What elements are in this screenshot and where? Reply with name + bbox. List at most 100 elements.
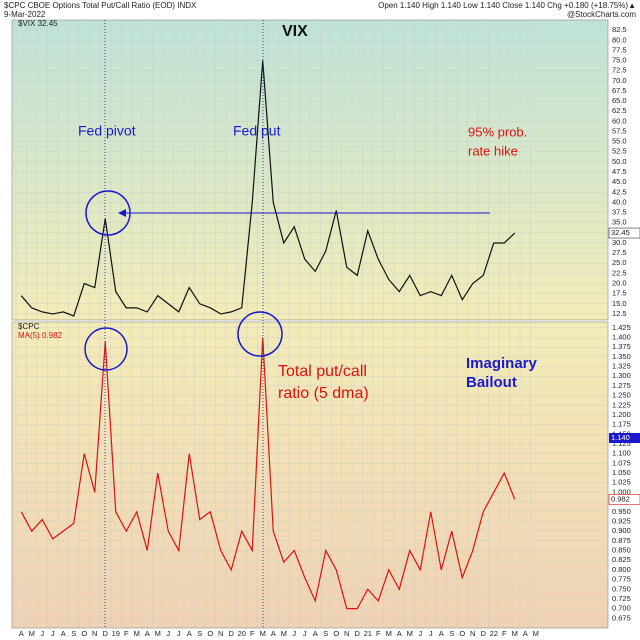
x-tick-label: F [502,629,507,638]
legend: $VIX 32.45 [18,19,58,28]
panel-label: $CPC [18,322,40,331]
series-line [20,60,516,317]
y-tick-label: 1.350 [612,352,631,361]
x-tick-label: J [292,629,296,638]
x-tick-label: 19 [112,629,120,638]
x-tick-label: M [155,629,161,638]
y-tick-label: 25.0 [612,258,627,267]
y-tick-label: 1.425 [612,323,631,332]
x-tick-label: M [386,629,392,638]
value-tag [608,227,640,239]
x-tick-label: M [281,629,287,638]
annotation: Fed pivot [78,123,136,139]
y-tick-label: 47.5 [612,167,627,176]
x-tick-label: D [355,629,361,638]
y-tick-label: 1.175 [612,420,631,429]
y-tick-label: 1.375 [612,342,631,351]
x-tick-label: N [218,629,223,638]
annotation: rate hike [468,143,518,158]
x-tick-label: A [61,629,66,638]
y-tick-label: 35.0 [612,218,627,227]
y-tick-label: 0.875 [612,536,631,545]
annotation: Total put/call [278,363,367,380]
panel-title: VIX [282,23,308,40]
y-tick-label: 75.0 [612,56,627,65]
x-tick-label: 20 [238,629,246,638]
x-tick-label: J [418,629,422,638]
x-tick-label: M [260,629,266,638]
x-tick-label: M [134,629,140,638]
x-tick-label: M [407,629,413,638]
x-tick-label: D [103,629,109,638]
y-tick-label: 1.125 [612,439,631,448]
y-tick-label: 1.300 [612,371,631,380]
y-tick-label: 1.200 [612,410,631,419]
y-tick-label: 70.0 [612,76,627,85]
y-tick-label: 0.775 [612,575,631,584]
y-tick-label: 0.900 [612,526,631,535]
y-tick-label: 0.950 [612,507,631,516]
y-tick-label: 57.5 [612,126,627,135]
x-tick-label: A [187,629,192,638]
y-tick-label: 12.5 [612,309,627,318]
x-tick-label: O [81,629,87,638]
y-tick-label: 15.0 [612,299,627,308]
y-tick-label: 1.250 [612,391,631,400]
arrow-head [118,209,126,217]
value-tag-label: 32.45 [611,228,630,237]
price-tag-label: 1.140 [611,433,630,442]
header-quote: Open 1.140 High 1.140 Low 1.140 Close 1.… [378,1,636,10]
y-tick-label: 1.275 [612,381,631,390]
y-tick-label: 72.5 [612,66,627,75]
legend: MA(5) 0.982 [18,331,63,340]
x-tick-label: O [459,629,465,638]
x-tick-label: D [481,629,487,638]
x-tick-label: J [303,629,307,638]
y-tick-label: 0.925 [612,516,631,525]
x-tick-label: A [145,629,150,638]
y-tick-label: 50.0 [612,157,627,166]
x-tick-label: D [229,629,235,638]
x-tick-label: F [376,629,381,638]
y-tick-label: 60.0 [612,116,627,125]
x-tick-label: J [429,629,433,638]
x-tick-label: S [449,629,454,638]
value-tag [608,494,640,505]
y-tick-label: 27.5 [612,248,627,257]
y-tick-label: 1.025 [612,478,631,487]
y-tick-label: 17.5 [612,289,627,298]
x-tick-label: A [19,629,24,638]
x-tick-label: 21 [364,629,372,638]
series-line [20,337,516,610]
y-tick-label: 37.5 [612,208,627,217]
y-tick-label: 0.675 [612,613,631,622]
x-tick-label: J [177,629,181,638]
y-tick-label: 22.5 [612,268,627,277]
y-tick-label: 1.075 [612,458,631,467]
y-tick-label: 1.400 [612,332,631,341]
x-tick-label: J [51,629,55,638]
y-tick-label: 40.0 [612,197,627,206]
y-tick-label: 1.325 [612,362,631,371]
y-tick-label: 82.5 [612,25,627,34]
y-tick-label: 1.225 [612,400,631,409]
credit: @StockCharts.com [567,10,636,19]
x-tick-label: S [323,629,328,638]
header-title: $CPC CBOE Options Total Put/Call Ratio (… [4,1,197,10]
y-tick-label: 1.100 [612,449,631,458]
x-tick-label: J [166,629,170,638]
x-tick-label: O [207,629,213,638]
y-tick-label: 80.0 [612,35,627,44]
y-tick-label: 45.0 [612,177,627,186]
x-tick-label: A [439,629,444,638]
annotation: Fed put [233,123,281,139]
x-tick-label: A [271,629,276,638]
x-tick-label: O [333,629,339,638]
x-tick-label: N [344,629,349,638]
y-tick-label: 67.5 [612,86,627,95]
y-tick-label: 52.5 [612,147,627,156]
x-tick-label: J [40,629,44,638]
y-tick-label: 0.725 [612,594,631,603]
x-tick-label: A [313,629,318,638]
